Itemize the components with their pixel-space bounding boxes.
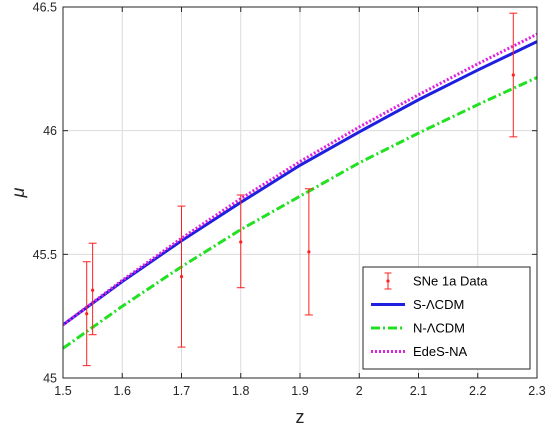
series-line-edes-na [63, 32, 537, 327]
legend: SNe 1a Data S-ΛCDM N-ΛCDM EdeS-NA [362, 266, 531, 370]
data-point [304, 188, 313, 316]
x-tick-label: 1.5 [54, 384, 71, 398]
data-points-layer [82, 12, 518, 367]
point-marker [239, 240, 243, 244]
y-tick-label: 46.5 [33, 1, 57, 15]
series-layer [63, 32, 537, 350]
point-marker [85, 312, 89, 316]
x-axis-label: z [296, 407, 305, 427]
x-tick-label: 2.2 [469, 384, 486, 398]
y-tick-label: 45.5 [33, 248, 57, 262]
data-point [236, 194, 245, 289]
y-axis-label: μ [8, 187, 28, 198]
legend-label-sne-data: SNe 1a Data [413, 274, 488, 289]
legend-label-s-cdm: S-ΛCDM [413, 297, 464, 312]
data-point [88, 242, 97, 336]
data-point [82, 261, 91, 367]
point-marker [91, 288, 95, 292]
ticks: 1.5 1.6 1.7 1.8 1.9 2 2.1 2.2 2.3 45 45.5 46 46.5 [33, 1, 546, 399]
x-tick-label: 1.8 [232, 384, 249, 398]
data-point [509, 12, 518, 138]
x-tick-label: 1.7 [173, 384, 190, 398]
y-tick-label: 45 [43, 372, 57, 386]
legend-label-n-cdm: N-ΛCDM [413, 321, 465, 336]
series-line-n-cdm [63, 76, 537, 350]
x-tick-label: 1.9 [291, 384, 308, 398]
point-marker [179, 274, 184, 279]
x-tick-label: 2.3 [528, 384, 545, 398]
point-marker [511, 73, 515, 77]
legend-swatch-point [386, 279, 390, 283]
y-tick-label: 46 [43, 124, 57, 138]
x-tick-label: 2.1 [410, 384, 427, 398]
legend-label-edes-na: EdeS-NA [413, 344, 468, 359]
legend-box [362, 266, 531, 370]
x-tick-label: 2 [356, 384, 363, 398]
x-tick-label: 1.6 [114, 384, 131, 398]
data-point [177, 205, 186, 348]
point-marker [307, 250, 311, 254]
